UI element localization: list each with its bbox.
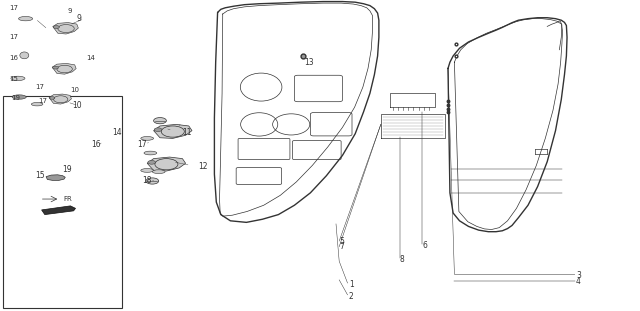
Circle shape	[154, 118, 166, 124]
Text: 16: 16	[10, 54, 19, 61]
Text: 19: 19	[62, 165, 72, 174]
Text: 14: 14	[86, 54, 95, 61]
Text: 15: 15	[10, 76, 19, 82]
Polygon shape	[147, 157, 186, 171]
Text: 4: 4	[576, 277, 581, 286]
Text: 2: 2	[349, 292, 353, 300]
Ellipse shape	[141, 169, 154, 172]
Text: 17: 17	[10, 5, 19, 11]
Ellipse shape	[144, 151, 157, 155]
Polygon shape	[49, 94, 72, 104]
Text: 11: 11	[182, 128, 192, 137]
Text: 3: 3	[576, 271, 581, 280]
Text: 19: 19	[12, 95, 20, 101]
Text: 7: 7	[339, 242, 344, 251]
Circle shape	[52, 66, 58, 69]
Ellipse shape	[19, 16, 33, 21]
Text: 17: 17	[10, 34, 19, 40]
Ellipse shape	[141, 137, 154, 140]
Text: 18: 18	[142, 176, 152, 185]
Text: 15: 15	[35, 171, 45, 180]
Text: FR: FR	[63, 196, 72, 202]
Text: 17: 17	[138, 140, 147, 149]
Polygon shape	[154, 124, 192, 138]
Text: 17: 17	[38, 98, 47, 104]
Ellipse shape	[152, 170, 165, 174]
Bar	[3, 96, 122, 308]
Text: 6: 6	[422, 241, 428, 250]
Text: 13: 13	[304, 58, 314, 67]
Circle shape	[146, 178, 159, 184]
Circle shape	[53, 26, 60, 29]
Ellipse shape	[12, 95, 26, 99]
Text: 5: 5	[339, 237, 344, 245]
Polygon shape	[52, 63, 76, 74]
Text: 1: 1	[349, 280, 353, 289]
Circle shape	[154, 128, 162, 132]
Polygon shape	[52, 23, 78, 34]
Polygon shape	[46, 175, 65, 180]
Ellipse shape	[11, 76, 25, 81]
Ellipse shape	[31, 103, 43, 106]
Text: 10: 10	[70, 87, 79, 93]
Text: 17: 17	[35, 84, 44, 90]
Text: 10: 10	[72, 101, 82, 110]
Ellipse shape	[20, 52, 29, 59]
Text: 16: 16	[92, 140, 101, 149]
Polygon shape	[42, 206, 76, 215]
Circle shape	[148, 160, 156, 164]
Text: 9: 9	[77, 14, 82, 23]
Text: 14: 14	[112, 128, 122, 137]
Circle shape	[49, 97, 55, 99]
Text: 12: 12	[198, 162, 208, 171]
Text: 8: 8	[400, 255, 404, 264]
Text: 9: 9	[67, 8, 72, 14]
